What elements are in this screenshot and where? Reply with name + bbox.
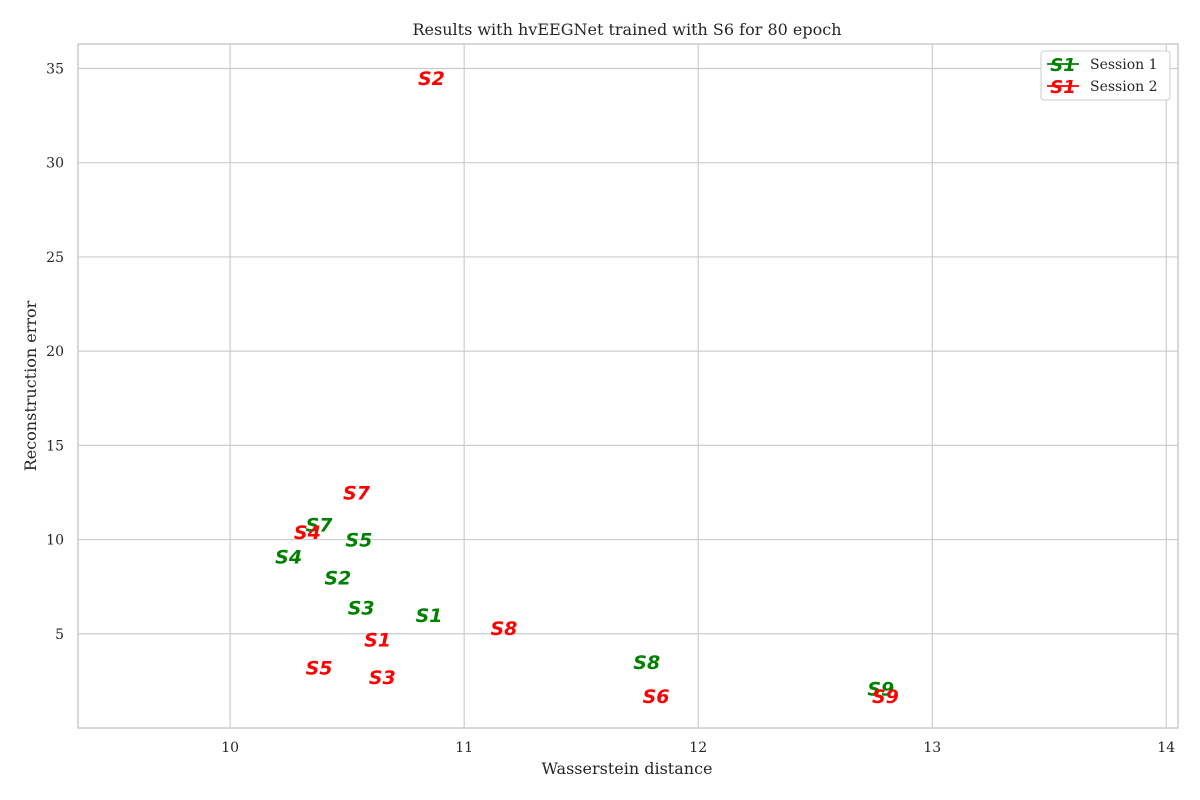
y-tick-label: 20 [46, 344, 64, 360]
legend-label: Session 2 [1090, 79, 1158, 95]
x-axis-ticks: 10 11 12 13 14 [221, 740, 1175, 756]
point-s7: S7 [306, 514, 334, 536]
plot-frame [77, 43, 1179, 729]
x-tick-label: 13 [923, 740, 941, 756]
point-s5: S5 [345, 530, 372, 552]
y-axis-ticks: 5 10 15 20 25 30 35 [46, 61, 64, 642]
legend-label: Session 1 [1090, 57, 1158, 73]
y-axis-label: Reconstruction error [21, 300, 40, 471]
legend-item: S1 Session 2 [1047, 77, 1158, 98]
point-s2: S2 [324, 567, 351, 589]
series-session-2: S1 S2 S3 S4 S5 S6 S7 S8 S9 [294, 68, 899, 708]
x-tick-label: 11 [455, 740, 473, 756]
series-session-1: S1 S2 S3 S4 S5 S7 S8 S9 [275, 514, 894, 700]
point-s8: S8 [491, 618, 518, 640]
y-tick-label: 15 [46, 438, 64, 454]
y-tick-label: 35 [46, 61, 64, 77]
point-s8: S8 [633, 652, 660, 674]
legend-item: S1 Session 1 [1047, 55, 1158, 76]
x-tick-label: 14 [1157, 740, 1175, 756]
point-s7: S7 [343, 482, 371, 504]
point-s1: S1 [416, 605, 443, 627]
point-s6: S6 [643, 686, 670, 708]
legend-marker: S1 [1050, 77, 1076, 98]
y-tick-label: 10 [46, 533, 64, 549]
point-s3: S3 [348, 597, 375, 619]
point-s4: S4 [275, 547, 302, 569]
point-s2: S2 [418, 68, 445, 90]
legend-marker: S1 [1050, 55, 1076, 76]
x-axis-label: Wasserstein distance [541, 759, 712, 778]
legend: S1 Session 1 S1 Session 2 [1040, 50, 1171, 101]
grid [78, 44, 1178, 728]
point-s9: S9 [867, 678, 894, 700]
point-s3: S3 [369, 667, 396, 689]
data-points: S1 S2 S3 S4 S5 S7 S8 S9 S1 S2 S3 S4 S5 S6 S7 S8 S9 [275, 68, 899, 708]
point-s1: S1 [364, 629, 391, 651]
x-tick-label: 10 [221, 740, 239, 756]
point-s4: S4 [294, 522, 321, 544]
y-tick-label: 5 [55, 627, 64, 643]
y-tick-label: 25 [46, 250, 64, 266]
x-tick-label: 12 [689, 740, 707, 756]
point-s5: S5 [306, 658, 333, 680]
point-s9: S9 [872, 686, 899, 708]
chart-title: Results with hvEEGNet trained with S6 fo… [412, 20, 841, 39]
y-tick-label: 30 [46, 156, 64, 172]
